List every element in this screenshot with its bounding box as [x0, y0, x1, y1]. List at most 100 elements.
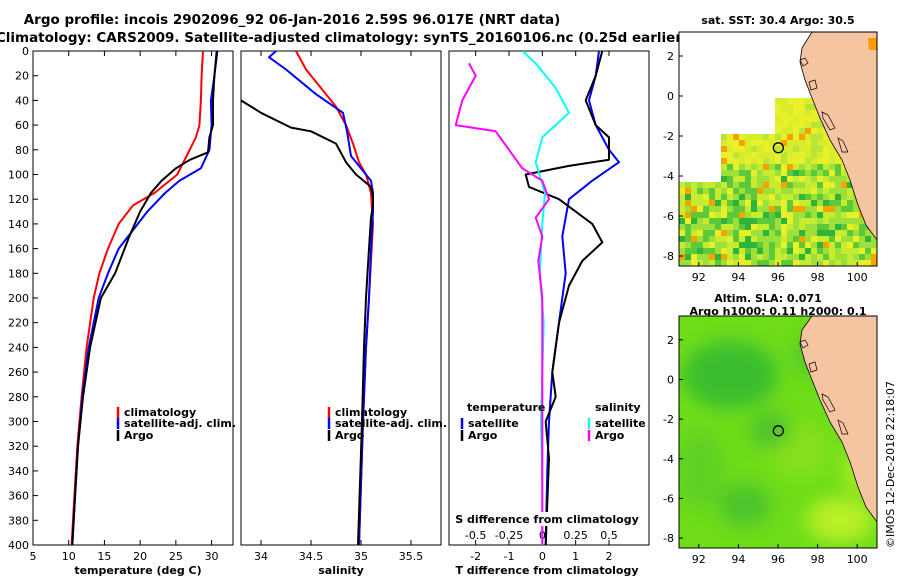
sst-cell — [787, 260, 793, 266]
sst-cell — [841, 212, 847, 218]
sst-cell — [811, 104, 817, 110]
sst-cell — [811, 134, 817, 140]
sst-cell — [835, 260, 841, 266]
sst-cell — [817, 248, 823, 254]
legend-satellite-label: satellite-adj. clim. — [335, 417, 447, 430]
sst-cell — [805, 104, 811, 110]
map-x-tick-label: 94 — [731, 553, 745, 566]
sst-cell — [805, 128, 811, 134]
sst-cell — [727, 146, 733, 152]
depth-tick-label: 400 — [8, 539, 29, 552]
sst-cell — [847, 182, 853, 188]
sst-cell — [799, 194, 805, 200]
sst-cell — [811, 122, 817, 128]
sst-cell — [787, 170, 793, 176]
sst-cell — [817, 170, 823, 176]
x-tick-label: 15 — [97, 550, 111, 563]
sst-cell — [727, 182, 733, 188]
sumatra-landmass — [799, 316, 877, 523]
sst-cell — [739, 236, 745, 242]
sst-cell — [841, 218, 847, 224]
sst-cell — [775, 128, 781, 134]
sst-cell — [775, 182, 781, 188]
temperature-panel: 0 20 40 60 80 100 120 140 160 180 200 220 240 260 280 3… — [8, 45, 454, 577]
sst-cell — [817, 140, 823, 146]
sst-cell — [799, 146, 805, 152]
sst-cell — [799, 128, 805, 134]
sst-cell — [679, 260, 685, 266]
sst-cell — [853, 248, 859, 254]
sst-cell — [847, 224, 853, 230]
sst-cell — [751, 188, 757, 194]
sst-cell — [805, 158, 811, 164]
sst-cell — [787, 98, 793, 104]
sst-cell — [769, 146, 775, 152]
sla-map: Altim. SLA: 0.071 Argo h1000: 0.11 h2000… — [663, 292, 878, 566]
sst-cell — [697, 254, 703, 260]
sst-cell — [811, 146, 817, 152]
sst-cell — [829, 164, 835, 170]
sst-cell — [733, 170, 739, 176]
temperature-lines — [70, 51, 219, 545]
sst-cell — [691, 260, 697, 266]
sst-cell — [691, 200, 697, 206]
sst-cell — [739, 200, 745, 206]
sst-cell — [763, 134, 769, 140]
sst-cell — [823, 140, 829, 146]
sst-cell — [781, 188, 787, 194]
sst-cell — [775, 188, 781, 194]
sst-cell — [739, 164, 745, 170]
sst-cell — [769, 224, 775, 230]
sst-cell — [757, 260, 763, 266]
depth-tick-label: 160 — [8, 243, 29, 256]
sst-cell — [703, 194, 709, 200]
s-tick-label: 0.25 — [563, 529, 588, 542]
sst-cell — [727, 212, 733, 218]
sst-cell — [697, 224, 703, 230]
sst-cell — [727, 164, 733, 170]
sst-cell — [775, 200, 781, 206]
sst-cell — [823, 158, 829, 164]
depth-tick-label: 220 — [8, 317, 29, 330]
sst-cell — [691, 236, 697, 242]
sst-cell — [709, 188, 715, 194]
sst-cell — [829, 212, 835, 218]
sst-cell — [817, 146, 823, 152]
sst-cell — [775, 170, 781, 176]
sst-cell — [865, 230, 871, 236]
sst-cell — [817, 242, 823, 248]
map-y-tick-label: 0 — [667, 373, 674, 386]
sst-cell — [781, 104, 787, 110]
map-x-tick-label: 98 — [811, 553, 825, 566]
sst-cell — [763, 152, 769, 158]
sst-cell — [721, 224, 727, 230]
sst-cell — [811, 128, 817, 134]
sst-cell — [823, 152, 829, 158]
x-tick-label: 20 — [133, 550, 147, 563]
sst-cell — [763, 254, 769, 260]
sst-cell — [715, 218, 721, 224]
sst-cell — [823, 224, 829, 230]
sst-cell — [811, 170, 817, 176]
sst-cell — [709, 260, 715, 266]
sst-cell — [751, 200, 757, 206]
sst-cell — [829, 200, 835, 206]
sst-cell — [781, 182, 787, 188]
map-y-tick-label: -2 — [663, 130, 674, 143]
sst-cell — [799, 182, 805, 188]
sst-cell — [811, 194, 817, 200]
sst-cell — [817, 176, 823, 182]
sst-cell — [799, 98, 805, 104]
sst-cell — [751, 254, 757, 260]
sst-cell — [721, 236, 727, 242]
sst-cell — [781, 134, 787, 140]
island-siberut — [821, 393, 836, 413]
sst-cell — [721, 248, 727, 254]
legend-s-argo-label: Argo — [595, 429, 625, 442]
map-x-tick-label: 92 — [692, 553, 706, 566]
sst-cell — [715, 188, 721, 194]
map-y-tick-label: -8 — [663, 250, 674, 263]
sst-cell — [757, 248, 763, 254]
sst-cell — [769, 152, 775, 158]
x-tick-label: 34.5 — [299, 550, 324, 563]
